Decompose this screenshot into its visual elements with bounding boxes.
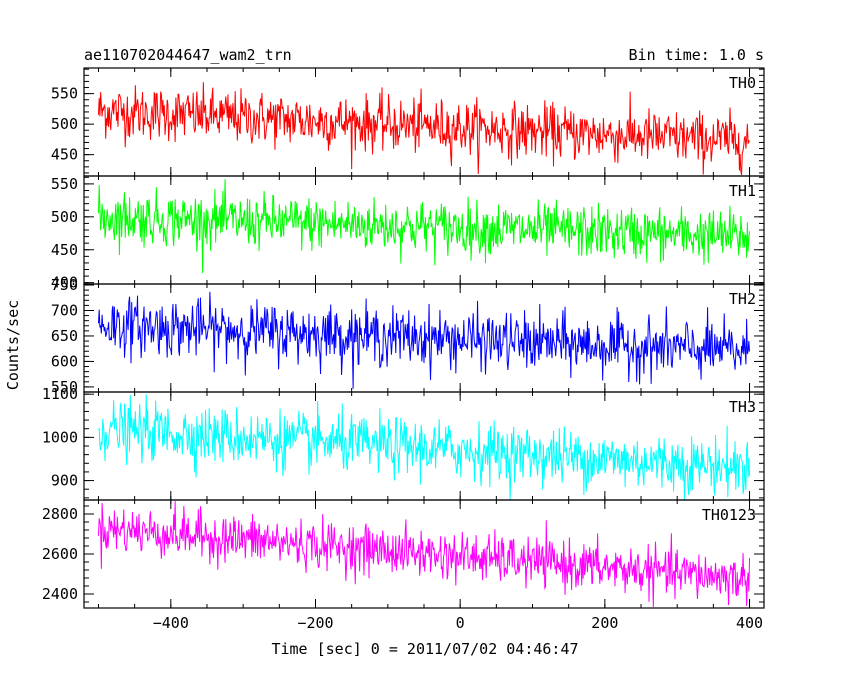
panel-th1: 400 450 500 550 TH1	[51, 175, 765, 292]
x-tick-label: 0	[456, 614, 465, 632]
x-axis-title: Time [sec] 0 = 2011/07/02 04:46:47	[271, 640, 578, 658]
y-tick-label: 400	[51, 274, 78, 292]
series-line-th0	[97, 82, 750, 176]
panel-frame	[83, 499, 765, 609]
panel-th2: 550 600 650 700 750 TH2	[51, 276, 765, 396]
y-axis-title: Counts/sec	[4, 300, 22, 390]
x-tick-label: 400	[736, 614, 763, 632]
series-label-th2: TH2	[729, 290, 756, 308]
y-tick-label: 2600	[42, 545, 78, 563]
y-tick-label: 700	[51, 301, 78, 319]
y-tick-label: 650	[51, 327, 78, 345]
y-tick-label: 600	[51, 352, 78, 370]
series-label-th0: TH0	[729, 74, 756, 92]
series-line-th1	[97, 179, 751, 273]
y-tick-label: 750	[51, 276, 78, 294]
y-tick-label: 450	[51, 146, 78, 164]
x-axis: −400 −200 0 200 400	[153, 614, 763, 632]
y-tick-label: 900	[51, 472, 78, 490]
y-tick-label: 1000	[42, 428, 78, 446]
y-tick-label: 1100	[42, 385, 78, 403]
y-tick-label: 550	[51, 85, 78, 103]
series-line-th0123	[97, 501, 751, 608]
series-line-th3	[98, 394, 751, 500]
series-label-th1: TH1	[729, 182, 756, 200]
series-line-th2	[97, 291, 751, 389]
bin-time-label: Bin time: 1.0 s	[629, 46, 764, 64]
panel-th0123: 2400 2600 2800 TH0123	[42, 499, 765, 609]
y-tick-label: 2800	[42, 505, 78, 523]
x-tick-label: −400	[153, 614, 189, 632]
y-tick-label: 500	[51, 115, 78, 133]
series-label-th0123: TH0123	[702, 506, 756, 524]
y-tick-label: 2400	[42, 585, 78, 603]
y-tick-label: 450	[51, 241, 78, 259]
panels-group: 450 500 550 TH0 400 450 500 550 TH1 550 600 650 700 7…	[42, 67, 765, 609]
chart-title: ae110702044647_wam2_trn	[84, 46, 292, 64]
y-tick-label: 500	[51, 208, 78, 226]
y-tick-label: 550	[51, 175, 78, 193]
x-tick-label: 200	[591, 614, 618, 632]
x-tick-label: −200	[297, 614, 333, 632]
panel-th0: 450 500 550 TH0	[51, 67, 765, 177]
panel-th3: 900 1000 1100 TH3	[42, 385, 765, 501]
series-label-th3: TH3	[729, 398, 756, 416]
y-tick-label: 550	[51, 378, 78, 396]
